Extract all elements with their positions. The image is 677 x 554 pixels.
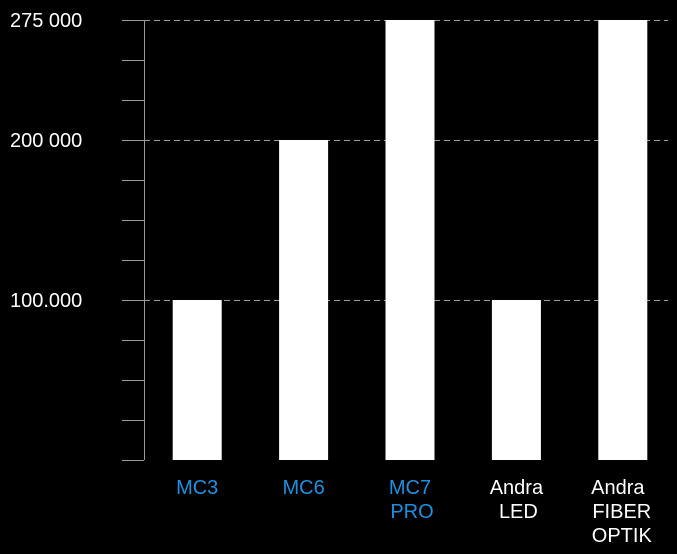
bars [172,20,648,460]
y-tick-labels: 275 000 200 000 100.000 [10,10,82,312]
y-tick-label-0: 275 000 [10,10,82,32]
x-label-2: MC7 PRO [389,477,434,523]
x-label-0: MC3 [176,477,218,499]
y-axis [122,20,145,461]
y-tick-label-2: 100.000 [10,290,82,312]
bar-3 [491,300,541,460]
x-label-1: MC6 [282,477,324,499]
x-category-labels: MC3 MC6 MC7 PRO Andra LED Andra FIBER OPTIK [176,477,652,547]
x-label-3: Andra LED [490,477,544,523]
y-tick-label-1: 200 000 [10,130,82,152]
bar-0 [172,300,222,460]
bar-2 [385,20,435,460]
bar-4 [598,20,648,460]
x-label-4: Andra FIBER OPTIK [591,477,652,547]
bar-1 [279,140,329,460]
